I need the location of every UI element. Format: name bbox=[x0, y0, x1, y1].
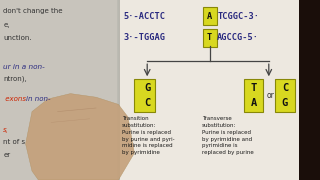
Text: nt of s: nt of s bbox=[3, 139, 25, 145]
Text: er: er bbox=[3, 152, 10, 158]
Text: s,: s, bbox=[3, 127, 9, 133]
Text: ur in a non-: ur in a non- bbox=[3, 64, 45, 70]
Text: ntron),: ntron), bbox=[3, 76, 27, 82]
FancyBboxPatch shape bbox=[117, 0, 119, 180]
Text: 3·-TGGAG: 3·-TGGAG bbox=[123, 33, 165, 42]
FancyBboxPatch shape bbox=[203, 7, 217, 25]
Polygon shape bbox=[26, 94, 134, 180]
FancyBboxPatch shape bbox=[275, 79, 295, 112]
FancyBboxPatch shape bbox=[134, 79, 155, 112]
Text: G: G bbox=[144, 83, 150, 93]
Text: TCGGC-3·: TCGGC-3· bbox=[217, 12, 259, 21]
Text: G: G bbox=[282, 98, 288, 107]
Text: 5·-ACCTC: 5·-ACCTC bbox=[123, 12, 165, 21]
FancyBboxPatch shape bbox=[203, 29, 217, 47]
FancyBboxPatch shape bbox=[119, 0, 121, 180]
Text: Transverse
substitution:
Purine is replaced
by pyrimidine and
pyrimidine is
repl: Transverse substitution: Purine is repla… bbox=[202, 116, 253, 155]
FancyBboxPatch shape bbox=[244, 79, 263, 112]
Text: in non-: in non- bbox=[26, 96, 50, 102]
Text: A: A bbox=[251, 98, 257, 107]
Text: don't change the: don't change the bbox=[3, 8, 63, 14]
Text: Transition
substitution:
Purine is replaced
by purine and pyri-
midine is replac: Transition substitution: Purine is repla… bbox=[122, 116, 174, 155]
FancyBboxPatch shape bbox=[120, 0, 301, 180]
FancyBboxPatch shape bbox=[118, 0, 121, 180]
Text: or: or bbox=[267, 91, 274, 100]
Text: C: C bbox=[144, 98, 150, 107]
Text: T: T bbox=[207, 33, 212, 42]
Text: e,: e, bbox=[3, 22, 10, 28]
Text: C: C bbox=[282, 83, 288, 93]
Text: A: A bbox=[207, 12, 212, 21]
Text: unction.: unction. bbox=[3, 35, 32, 41]
Text: AGCCG-5·: AGCCG-5· bbox=[217, 33, 259, 42]
FancyBboxPatch shape bbox=[117, 0, 120, 180]
FancyBboxPatch shape bbox=[299, 0, 320, 180]
Text: T: T bbox=[251, 83, 257, 93]
Text: exons: exons bbox=[3, 96, 28, 102]
